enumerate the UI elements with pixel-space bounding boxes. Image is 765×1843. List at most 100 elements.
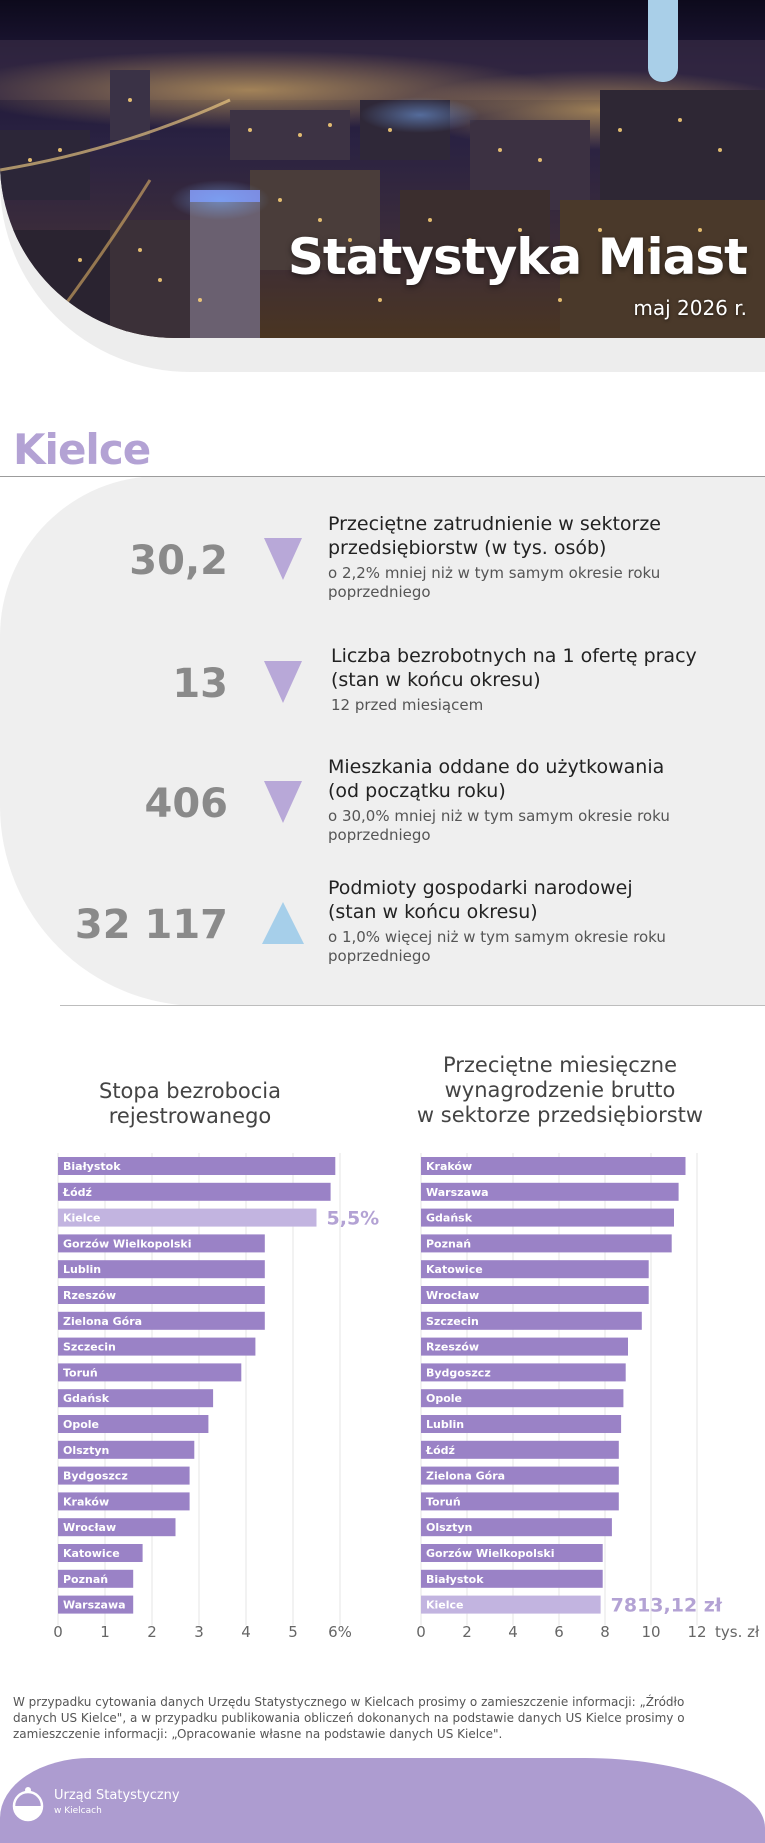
chart-title-line: w sektorze przedsiębiorstw: [416, 1103, 704, 1127]
bar: [58, 1182, 331, 1201]
stat-note: o 1,0% więcej niż w tym samym okresie ro…: [328, 928, 688, 966]
bar-category-label: Rzeszów: [426, 1341, 479, 1354]
bar-category-label: Kraków: [63, 1495, 109, 1508]
bar: [421, 1595, 601, 1614]
chart-salary-title: Przeciętne miesięczne wynagrodzenie brut…: [400, 1053, 720, 1128]
bar-category-label: Bydgoszcz: [426, 1366, 491, 1379]
bar-category-label: Warszawa: [426, 1186, 489, 1199]
x-tick-label: 12: [687, 1623, 706, 1641]
x-tick-label: 0: [416, 1623, 426, 1641]
arrow-down-icon: [264, 661, 302, 703]
stat-title: Podmioty gospodarki narodowej (stan w ko…: [328, 876, 748, 924]
bar-category-label: Kielce: [426, 1599, 464, 1612]
bar-category-label: Zielona Góra: [63, 1315, 142, 1328]
x-tick-label: 6%: [328, 1623, 352, 1641]
bar: [58, 1389, 214, 1408]
bar-category-label: Kraków: [426, 1160, 472, 1173]
bar: [421, 1311, 642, 1330]
bar: [58, 1286, 265, 1304]
bar: [421, 1544, 603, 1562]
bar: [58, 1337, 256, 1356]
bar-category-label: Poznań: [426, 1237, 471, 1250]
stat-title-line: Liczba bezrobotnych na 1 ofertę pracy: [331, 645, 697, 667]
bar: [421, 1260, 649, 1279]
bar-category-label: Opole: [426, 1392, 462, 1405]
bar-category-label: Łódź: [425, 1444, 455, 1457]
arrow-up-icon: [262, 902, 304, 944]
bar: [421, 1492, 619, 1511]
bar-category-label: Poznań: [63, 1573, 108, 1586]
bar-category-label: Rzeszów: [63, 1289, 116, 1302]
x-tick-label: 10: [641, 1623, 660, 1641]
bar-category-label: Toruń: [63, 1366, 98, 1379]
bar-category-label: Katowice: [63, 1547, 120, 1560]
x-tick-label: 3: [194, 1623, 204, 1641]
bar: [421, 1286, 649, 1304]
bar-category-label: Łódź: [62, 1186, 92, 1199]
bar: [58, 1311, 265, 1330]
hero-image: Statystyka Miast maj 2026 r.: [0, 0, 765, 338]
bar: [58, 1157, 336, 1175]
chart-unemployment-title: Stopa bezrobocia rejestrowanego: [40, 1079, 340, 1129]
stat-note-line: poprzedniego: [328, 947, 431, 965]
stat-title-line: (stan w końcu okresu): [331, 669, 541, 691]
bar: [58, 1260, 265, 1279]
bar: [421, 1569, 603, 1588]
bar: [58, 1440, 195, 1459]
bar-category-label: Olsztyn: [63, 1444, 109, 1457]
bar: [58, 1569, 134, 1588]
bar-category-label: Szczecin: [63, 1341, 116, 1354]
stat-note-line: poprzedniego: [328, 826, 431, 844]
bar-category-label: Gdańsk: [63, 1392, 110, 1405]
bar: [421, 1440, 619, 1459]
stats-panel: [0, 476, 765, 1006]
bar: [58, 1363, 242, 1382]
city-divider: [0, 476, 765, 477]
stat-title: Mieszkania oddane do użytkowania (od poc…: [328, 755, 748, 803]
city-night-illustration: [0, 40, 765, 338]
stat-note-line: o 2,2% mniej niż w tym samym okresie rok…: [328, 564, 661, 582]
x-tick-label: 2: [462, 1623, 472, 1641]
stat-title-line: Przeciętne zatrudnienie w sektorze: [328, 513, 661, 535]
bar: [58, 1234, 265, 1253]
bar: [58, 1466, 190, 1485]
chart-title-line: wynagrodzenie brutto: [444, 1078, 676, 1102]
chart-title-line: Przeciętne miesięczne: [442, 1053, 677, 1077]
bar: [421, 1389, 624, 1408]
bar-category-label: Opole: [63, 1418, 99, 1431]
stat-note-line: o 1,0% więcej niż w tym samym okresie ro…: [328, 928, 666, 946]
stat-title-line: Mieszkania oddane do użytkowania: [328, 756, 665, 778]
highlight-value-label: 5,5%: [327, 1208, 380, 1230]
stat-title: Przeciętne zatrudnienie w sektorze przed…: [328, 512, 748, 560]
bar: [421, 1415, 622, 1433]
bar-category-label: Gorzów Wielkopolski: [63, 1237, 192, 1250]
city-name: Kielce: [13, 425, 151, 474]
stats-divider: [60, 1005, 765, 1006]
bar: [421, 1234, 672, 1253]
x-tick-label: 0: [53, 1623, 63, 1641]
bar-category-label: Kielce: [63, 1212, 101, 1225]
bar: [421, 1337, 628, 1356]
x-tick-label: 6: [554, 1623, 564, 1641]
footer-band: [0, 1758, 765, 1843]
hero-title: Statystyka Miast: [287, 228, 748, 286]
bar-category-label: Toruń: [426, 1495, 461, 1508]
arrow-down-icon: [264, 538, 302, 580]
x-tick-label: 4: [508, 1623, 518, 1641]
bar: [421, 1518, 612, 1537]
stat-value: 32 117: [74, 902, 228, 948]
stat-title-line: Podmioty gospodarki narodowej: [328, 877, 633, 899]
bar: [58, 1518, 176, 1537]
bar-category-label: Katowice: [426, 1263, 483, 1276]
bar-category-label: Warszawa: [63, 1599, 126, 1612]
stat-note: o 2,2% mniej niż w tym samym okresie rok…: [328, 564, 688, 602]
hero-accent-bar: [648, 0, 678, 82]
x-tick-label: 2: [147, 1623, 157, 1641]
bar-category-label: Gdańsk: [426, 1212, 473, 1225]
bar-category-label: Gorzów Wielkopolski: [426, 1547, 555, 1560]
stat-note-line: 12 przed miesiącem: [331, 696, 484, 714]
bar-category-label: Bydgoszcz: [63, 1470, 128, 1483]
bar: [421, 1182, 679, 1201]
circle-logo-icon: [12, 1787, 44, 1822]
bar: [58, 1544, 143, 1562]
